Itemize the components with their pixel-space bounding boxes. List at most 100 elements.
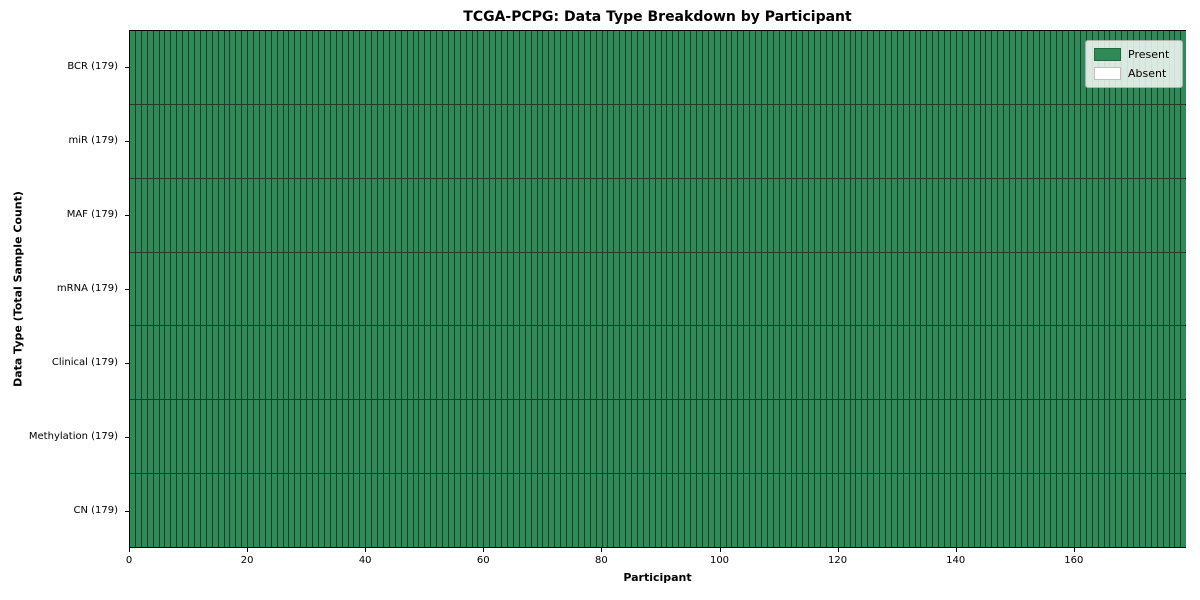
matrix-cell [660,178,667,252]
matrix-cell [447,31,454,104]
matrix-cell [885,178,891,252]
matrix-cell [1156,178,1163,252]
matrix-cell [696,178,702,252]
matrix-cell [666,326,673,400]
matrix-cell [288,400,295,474]
matrix-cell [447,178,454,252]
matrix-cell [991,252,998,326]
matrix-cell [955,326,962,400]
matrix-cell [755,400,761,474]
matrix-cell [973,400,980,474]
matrix-cell [442,252,448,326]
matrix-cell [282,326,289,400]
matrix-cell [961,178,968,252]
matrix-cell [855,104,862,178]
matrix-cell [642,474,649,548]
matrix-cell [359,326,366,400]
matrix-cell [199,104,206,178]
matrix-cell [1079,252,1086,326]
matrix-cell [566,31,572,104]
matrix-cell [471,326,478,400]
matrix-cell [359,400,366,474]
matrix-cell [377,400,383,474]
matrix-cell [253,31,259,104]
matrix-cell [625,178,632,252]
matrix-cell [1133,474,1139,548]
matrix-cell [577,400,584,474]
matrix-cell [335,400,342,474]
matrix-cell [778,104,785,178]
matrix-cell [1050,474,1057,548]
matrix-cell [678,400,685,474]
matrix-cell [382,31,389,104]
matrix-cell [855,252,862,326]
matrix-cell [394,474,401,548]
matrix-cell [146,104,153,178]
matrix-cell [825,400,832,474]
matrix-cell [1003,178,1010,252]
matrix-cell [713,104,720,178]
matrix-cell [879,326,885,400]
matrix-cell [1121,178,1128,252]
matrix-cell [300,400,307,474]
matrix-cell [247,474,254,548]
matrix-cell [1180,474,1187,548]
matrix-cell [725,104,732,178]
matrix-cell [613,31,620,104]
matrix-cell [583,31,590,104]
matrix-cell [424,252,431,326]
matrix-cell [453,178,460,252]
matrix-cell [973,178,980,252]
matrix-cell [223,104,230,178]
legend-item-absent: Absent [1094,67,1174,80]
matrix-cell [158,326,165,400]
matrix-cell [306,252,313,326]
matrix-cell [1133,104,1139,178]
matrix-cell [205,474,212,548]
matrix-cell [542,474,549,548]
matrix-cell [772,252,779,326]
matrix-cell [790,252,797,326]
matrix-cell [1156,252,1163,326]
matrix-cell [247,326,254,400]
matrix-cell [400,31,407,104]
matrix-cell [193,178,200,252]
matrix-cell [961,104,968,178]
matrix-cell [483,252,490,326]
matrix-cell [1109,400,1116,474]
matrix-cell [134,252,141,326]
matrix-cell [707,474,714,548]
matrix-cell [495,178,502,252]
matrix-cell [997,326,1004,400]
matrix-cell [447,252,454,326]
matrix-cell [749,178,756,252]
matrix-cell [241,104,248,178]
matrix-cell [861,104,868,178]
matrix-cell [365,326,372,400]
matrix-cell [890,400,897,474]
matrix-cell [501,400,507,474]
y-tick-mark [125,289,129,290]
matrix-cell [377,326,383,400]
matrix-cell [294,104,301,178]
matrix-cell [182,400,189,474]
matrix-cell [258,178,265,252]
matrix-cell [713,178,720,252]
matrix-cell [766,252,773,326]
matrix-cell [1014,252,1021,326]
matrix-cell [583,252,590,326]
matrix-cell [400,474,407,548]
matrix-cell [489,178,496,252]
matrix-cell [1056,104,1063,178]
matrix-cell [890,252,897,326]
matrix-cell [938,400,945,474]
matrix-cell [1014,178,1021,252]
matrix-cell [282,104,289,178]
matrix-cell [855,474,862,548]
matrix-cell [778,474,785,548]
matrix-cell [1162,104,1169,178]
matrix-cell [418,31,425,104]
matrix-cell [560,104,567,178]
matrix-cell [1103,474,1110,548]
x-tick-label: 100 [709,555,730,566]
